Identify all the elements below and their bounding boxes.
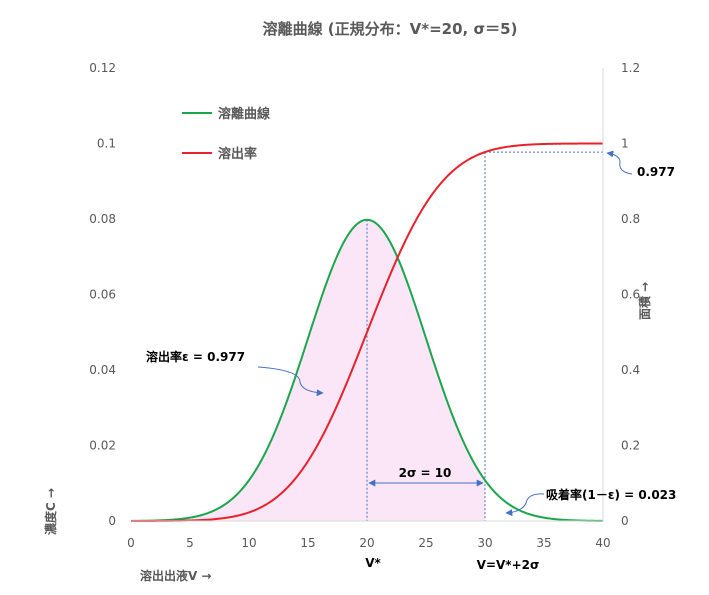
y-left-tick-label-4: 0.08 xyxy=(89,212,116,226)
y-left-tick-label-3: 0.06 xyxy=(89,288,116,302)
shaded-area xyxy=(131,219,485,522)
y-left-tick-label-0: 0 xyxy=(108,514,116,528)
y-left-tick-label-1: 0.02 xyxy=(89,439,116,453)
y-right-tick-label-3: 0.6 xyxy=(621,288,640,302)
elution-rate-callout xyxy=(257,366,324,397)
y-axis-left-label: 濃度C → xyxy=(43,488,58,535)
y-right-tick-label-1: 0.2 xyxy=(621,439,640,453)
y-left-tick-label-2: 0.04 xyxy=(89,363,116,377)
x-tick-label-2: 10 xyxy=(241,536,256,550)
chart-title: 溶離曲線 (正規分布：V*=20, σ＝5) xyxy=(263,20,518,38)
x-tick-label-6: 30 xyxy=(477,536,492,550)
x-tick-label-4: 20 xyxy=(359,536,374,550)
x-axis-label: 溶出出液V → xyxy=(140,568,212,583)
y-left-tick-label-5: 0.1 xyxy=(97,137,116,151)
y-right-tick-label-5: 1 xyxy=(621,137,629,151)
legend-label-rate: 溶出率 xyxy=(218,146,257,162)
vstar-label: V* xyxy=(365,556,381,570)
x-tick-label-3: 15 xyxy=(300,536,315,550)
x-tick-label-8: 40 xyxy=(595,536,610,550)
x-tick-label-7: 35 xyxy=(536,536,551,550)
axes: 0 5 10 15 20 25 30 35 4000.020.040.060.080.10.12… xyxy=(89,61,640,550)
y-axis-right-label: 面積 → xyxy=(637,282,652,320)
y-right-tick-label-4: 0.8 xyxy=(621,212,640,226)
cdf-value-annotation: 0.977 xyxy=(637,165,675,179)
y-left-tick-label-6: 0.12 xyxy=(89,61,116,75)
plot-area xyxy=(130,142,633,522)
elution-rate-annotation: 溶出率ε = 0.977 xyxy=(146,349,245,364)
series-elution-curve xyxy=(130,218,604,522)
x-tick-label-0: 0 xyxy=(127,536,135,550)
y-right-tick-label-2: 0.4 xyxy=(621,363,640,377)
adsorption-annotation: 吸着率(1－ε) = 0.023 xyxy=(546,487,676,502)
y-right-tick-label-6: 1.2 xyxy=(621,61,640,75)
y-right-tick-label-0: 0 xyxy=(621,514,629,528)
legend: 溶離曲線 溶出率 xyxy=(182,106,271,162)
series-rate-curve xyxy=(131,142,603,522)
span-annotation: 2σ = 10 xyxy=(399,466,452,480)
x-tick-label-5: 25 xyxy=(418,536,433,550)
v2sigma-label: V=V*+2σ xyxy=(477,558,540,572)
x-tick-label-1: 5 xyxy=(186,536,194,550)
adsorption-callout xyxy=(505,493,545,517)
cdf-value-callout xyxy=(606,150,633,175)
legend-label-elution: 溶離曲線 xyxy=(218,106,271,122)
